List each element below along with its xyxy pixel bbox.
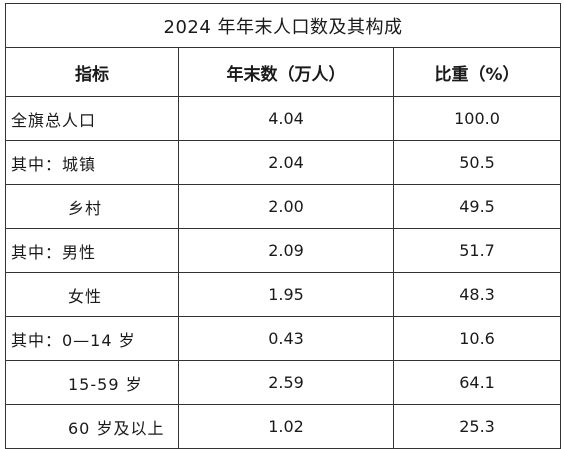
row-label: 其中：男性 xyxy=(5,228,179,273)
row-value: 0.43 xyxy=(178,316,394,361)
row-label: 女性 xyxy=(5,272,179,317)
row-share: 48.3 xyxy=(392,272,562,317)
table-row: 其中：男性 2.09 51.7 xyxy=(5,228,562,273)
row-value: 1.95 xyxy=(178,272,394,317)
population-table: 2024 年年末人口数及其构成 指标 年末数（万人） 比重（%） 全旗总人口 4… xyxy=(4,3,562,449)
table-row: 乡村 2.00 49.5 xyxy=(5,184,562,229)
row-value: 2.04 xyxy=(178,140,394,185)
table-row: 全旗总人口 4.04 100.0 xyxy=(5,96,562,141)
header-year-end-count: 年末数（万人） xyxy=(178,47,394,97)
row-value: 2.59 xyxy=(178,360,394,405)
row-share: 10.6 xyxy=(392,316,562,361)
table-row: 其中：0—14 岁 0.43 10.6 xyxy=(5,316,562,361)
row-value: 2.09 xyxy=(178,228,394,273)
header-row: 指标 年末数（万人） 比重（%） xyxy=(5,47,562,97)
row-label: 其中：0—14 岁 xyxy=(5,316,179,361)
row-value: 4.04 xyxy=(178,96,394,141)
table-row: 女性 1.95 48.3 xyxy=(5,272,562,317)
header-indicator: 指标 xyxy=(5,47,179,97)
row-value: 2.00 xyxy=(178,184,394,229)
row-share: 25.3 xyxy=(392,404,562,449)
row-share: 49.5 xyxy=(392,184,562,229)
row-share: 51.7 xyxy=(392,228,562,273)
row-share: 100.0 xyxy=(392,96,562,141)
row-share: 64.1 xyxy=(392,360,562,405)
row-share: 50.5 xyxy=(392,140,562,185)
header-share: 比重（%） xyxy=(392,47,562,97)
row-label: 乡村 xyxy=(5,184,179,229)
table-row: 15-59 岁 2.59 64.1 xyxy=(5,360,562,405)
row-label: 全旗总人口 xyxy=(5,96,179,141)
row-value: 1.02 xyxy=(178,404,394,449)
table-row: 60 岁及以上 1.02 25.3 xyxy=(5,404,562,449)
row-label: 其中：城镇 xyxy=(5,140,179,185)
row-label: 60 岁及以上 xyxy=(5,404,179,449)
table-row: 其中：城镇 2.04 50.5 xyxy=(5,140,562,185)
row-label: 15-59 岁 xyxy=(5,360,179,405)
table-title: 2024 年年末人口数及其构成 xyxy=(4,3,562,48)
